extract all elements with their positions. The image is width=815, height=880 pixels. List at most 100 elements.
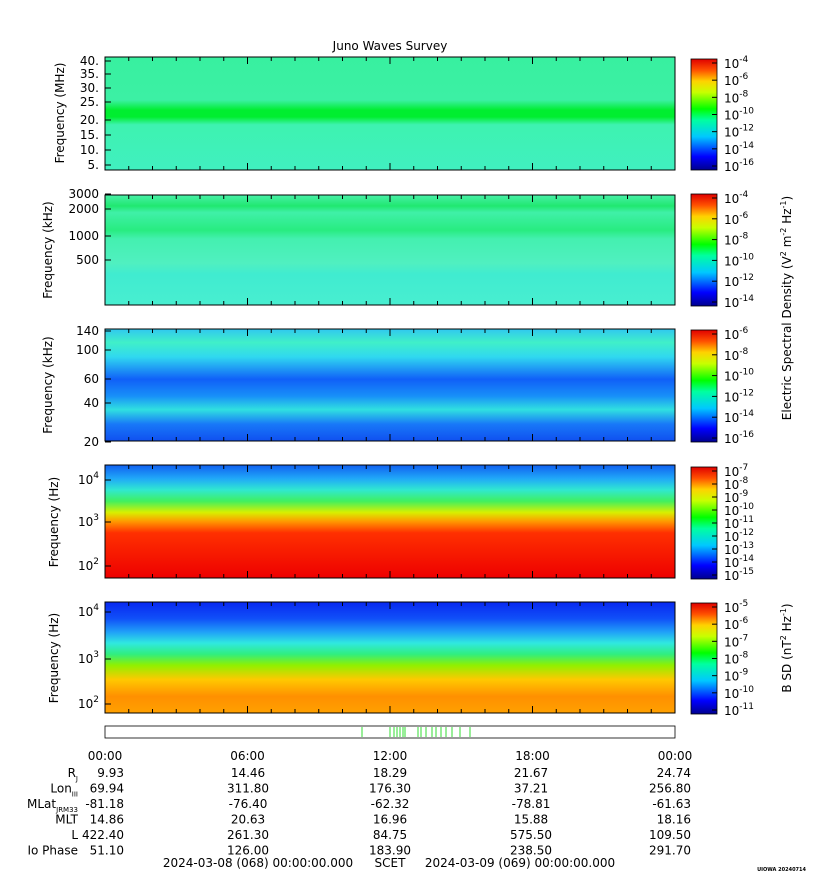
ephemeris-value: 261.30	[227, 828, 269, 842]
colorbar-label-electric: Electric Spectral Density (V2 m-2 Hz-1)	[779, 196, 794, 420]
footer-start-time: 2024-03-08 (068) 00:00:00.000	[163, 856, 353, 870]
spectrogram-3	[105, 329, 675, 441]
y-tick-label: 100	[76, 343, 99, 357]
colorbar-2	[690, 193, 718, 307]
spectrogram-1	[105, 57, 675, 170]
colorbar-tick-label: 10-13	[724, 541, 754, 557]
footer-end-time: 2024-03-09 (069) 00:00:00.000	[425, 856, 615, 870]
colorbar-tick-label: 10-6	[724, 211, 749, 227]
colorbar-tick-label: 10-12	[724, 388, 754, 404]
panel-5-yticks: 104 103 102	[78, 602, 676, 713]
ephemeris-row-label: LonIII	[50, 782, 78, 799]
y-tick-label: 140	[76, 324, 99, 338]
ephemeris-value: 238.50	[510, 844, 552, 858]
panel-1: 40.35.30.25.20.15.10.5. Frequency (MHz) …	[53, 54, 754, 174]
colorbar-tick-label: 10-16	[724, 158, 754, 174]
panel-4-yticks: 104 103 102	[78, 465, 676, 578]
ephemeris-value: 18.29	[373, 766, 407, 780]
colorbar-tick-label: 10-6	[724, 326, 749, 342]
spectrogram-2	[105, 195, 675, 305]
panel-1-yticks: 40.35.30.25. 20.15.10.5.	[80, 54, 676, 172]
ephemeris-row-label: Io Phase	[27, 844, 78, 858]
y-tick-label: 2000	[68, 202, 99, 216]
ephemeris-table: RJ 9.93 14.46 18.29 21.67 24.74 LonIII 69.94 311…	[27, 766, 691, 858]
ephemeris-row-label: MLatJRM33	[27, 797, 78, 814]
y-tick-label: 20	[84, 435, 99, 449]
colorbar-tick-label: 10-10	[724, 685, 754, 701]
colorbar-tick-label: 10-7	[724, 463, 748, 479]
y-tick-label: 102	[78, 557, 99, 573]
ephemeris-value: 51.10	[90, 844, 124, 858]
chart-title: Juno Waves Survey	[332, 39, 448, 53]
ephemeris-value: 16.96	[373, 813, 407, 827]
ephemeris-value: 9.93	[97, 766, 124, 780]
colorbar-tick-label: 10-5	[724, 599, 748, 615]
ephemeris-value: -61.63	[652, 797, 691, 811]
ephemeris-value: 15.88	[514, 813, 548, 827]
x-tick-labels: 00:00 06:00 12:00 18:00 00:00	[88, 749, 693, 763]
panel-4: 104 103 102 Frequency (Hz) 10-710-810-9 10-…	[47, 463, 754, 583]
panel-1-ylabel: Frequency (MHz)	[53, 63, 67, 164]
colorbar-3-ticks: 10-6 10-8 10-10 10-12 10-14 10-16	[712, 326, 754, 446]
colorbar-tick-label: 10-15	[724, 567, 754, 583]
ephemeris-value: 109.50	[649, 828, 691, 842]
ephemeris-value: 18.16	[657, 813, 691, 827]
colorbar-tick-label: 10-16	[724, 430, 754, 446]
y-tick-label: 103	[78, 513, 99, 529]
colorbar-label-magnetic: B SD (nT2 Hz-1)	[779, 603, 794, 692]
y-tick-label: 1000	[68, 229, 99, 243]
colorbar-tick-label: 10-14	[724, 409, 754, 425]
ephemeris-value: 126.00	[227, 844, 269, 858]
y-tick-label: 10.	[80, 143, 99, 157]
y-tick-label: 500	[76, 253, 99, 267]
y-tick-label: 25.	[80, 95, 99, 109]
ephemeris-row-label: L	[71, 828, 78, 842]
y-tick-label: 103	[78, 650, 99, 666]
panel-4-ylabel: Frequency (Hz)	[47, 477, 61, 568]
x-tick-label: 06:00	[230, 749, 265, 763]
colorbar-tick-label: 10-14	[724, 141, 754, 157]
x-tick-label: 18:00	[515, 749, 550, 763]
ephemeris-value: 14.46	[231, 766, 265, 780]
y-tick-label: 102	[78, 695, 99, 711]
ephemeris-value: -76.40	[229, 797, 268, 811]
ephemeris-value: -81.18	[85, 797, 124, 811]
colorbar-tick-label: 10-12	[724, 124, 754, 140]
ephemeris-value: 69.94	[90, 782, 124, 796]
ephemeris-row-label: MLT	[55, 813, 78, 827]
colorbar-tick-label: 10-9	[724, 489, 749, 505]
ephemeris-value: 37.21	[514, 782, 548, 796]
colorbar-tick-label: 10-4	[724, 190, 749, 206]
colorbar-tick-label: 10-8	[724, 651, 749, 667]
y-tick-label: 5.	[88, 158, 99, 172]
y-tick-label: 60	[84, 372, 99, 386]
colorbar-tick-label: 10-6	[724, 72, 749, 88]
colorbar-tick-label: 10-8	[724, 89, 749, 105]
ephemeris-value: 575.50	[510, 828, 552, 842]
x-tick-label: 00:00	[88, 749, 123, 763]
ephemeris-value: 24.74	[657, 766, 691, 780]
spectrogram-4	[105, 465, 675, 578]
colorbar-tick-label: 10-10	[724, 252, 754, 268]
indicator-marks	[361, 727, 471, 737]
y-tick-label: 40.	[80, 54, 99, 68]
ephemeris-value: -78.81	[512, 797, 551, 811]
y-tick-label: 30.	[80, 81, 99, 95]
colorbar-tick-label: 10-11	[724, 515, 754, 531]
colorbar-tick-label: 10-8	[724, 347, 749, 363]
ephemeris-value: 21.67	[514, 766, 548, 780]
colorbar-tick-label: 10-9	[724, 668, 749, 684]
colorbar-tick-label: 10-8	[724, 476, 749, 492]
colorbar-3	[690, 329, 718, 443]
colorbar-tick-label: 10-12	[724, 528, 754, 544]
y-tick-label: 104	[78, 471, 99, 487]
y-tick-label: 20.	[80, 113, 99, 127]
ephemeris-value: 422.40	[82, 828, 124, 842]
panel-2-ylabel: Frequency (kHz)	[41, 201, 55, 298]
y-tick-label: 104	[78, 603, 99, 619]
